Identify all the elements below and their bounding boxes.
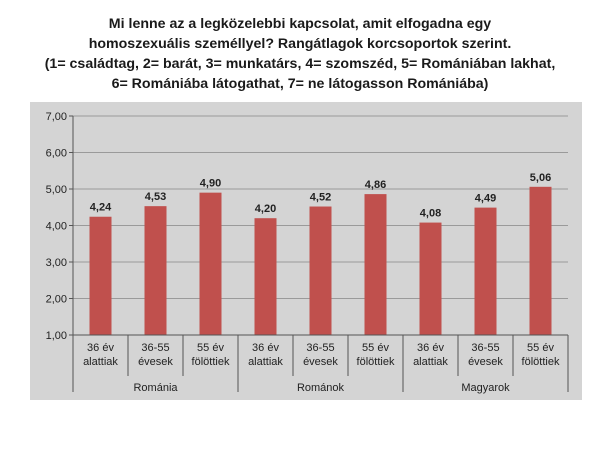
bar xyxy=(364,194,387,335)
category-label: 36-55 xyxy=(306,342,334,354)
category-label: 36-55 xyxy=(471,342,499,354)
category-label: évesek xyxy=(303,356,338,368)
data-label: 4,20 xyxy=(255,203,276,215)
title-line-2: homoszexuális személlyel? Rangátlagok ko… xyxy=(88,36,512,52)
category-label: évesek xyxy=(468,356,503,368)
title-line-1: Mi lenne az a legközelebbi kapcsolat, am… xyxy=(108,16,492,32)
category-label: 36-55 xyxy=(141,342,169,354)
category-label: 36 év xyxy=(252,342,279,354)
data-label: 4,52 xyxy=(310,192,331,204)
bar-chart: 1,00 2,00 3,00 4,00 5,00 6,00 7,00 4,24 4,53 4,90… xyxy=(46,111,569,394)
bar xyxy=(474,207,497,335)
group-label: Románok xyxy=(297,382,345,394)
group-label: Magyarok xyxy=(461,382,510,394)
group-label: Románia xyxy=(133,382,178,394)
title-line-3: (1= családtag, 2= barát, 3= munkatárs, 4… xyxy=(44,56,556,72)
y-tick-label: 2,00 xyxy=(46,294,67,306)
title-line-4: 6= Romániába látogathat, 7= ne látogasso… xyxy=(111,76,489,92)
category-label: évesek xyxy=(138,356,173,368)
category-label: 55 év xyxy=(197,342,224,354)
y-tick-label: 5,00 xyxy=(46,184,67,196)
data-label: 4,08 xyxy=(420,208,441,220)
data-label: 4,90 xyxy=(200,178,221,190)
data-label: 4,24 xyxy=(90,202,112,214)
bar xyxy=(309,206,332,335)
y-tick-label: 6,00 xyxy=(46,148,67,160)
data-label: 5,06 xyxy=(530,172,551,184)
category-label: alattiak xyxy=(248,356,283,368)
category-label: fölöttiek xyxy=(192,356,230,368)
data-label: 4,49 xyxy=(475,193,496,205)
category-label: fölöttiek xyxy=(522,356,560,368)
category-label: 55 év xyxy=(362,342,389,354)
chart-title: Mi lenne az a legközelebbi kapcsolat, am… xyxy=(20,14,580,94)
bar xyxy=(144,206,167,335)
chart-area: 1,00 2,00 3,00 4,00 5,00 6,00 7,00 4,24 4,53 4,90… xyxy=(30,102,582,400)
category-label: 36 év xyxy=(87,342,114,354)
bar xyxy=(199,192,222,335)
y-tick-label: 3,00 xyxy=(46,257,67,269)
bar xyxy=(529,186,552,335)
y-tick-label: 1,00 xyxy=(46,330,67,342)
category-label: alattiak xyxy=(413,356,448,368)
category-label: alattiak xyxy=(83,356,118,368)
bar xyxy=(419,222,442,335)
bar xyxy=(254,218,277,335)
y-tick-label: 4,00 xyxy=(46,221,67,233)
data-label: 4,86 xyxy=(365,179,386,191)
category-label: 36 év xyxy=(417,342,444,354)
category-label: fölöttiek xyxy=(357,356,395,368)
category-label: 55 év xyxy=(527,342,554,354)
y-tick-label: 7,00 xyxy=(46,111,67,123)
data-label: 4,53 xyxy=(145,191,166,203)
bar xyxy=(89,216,112,335)
